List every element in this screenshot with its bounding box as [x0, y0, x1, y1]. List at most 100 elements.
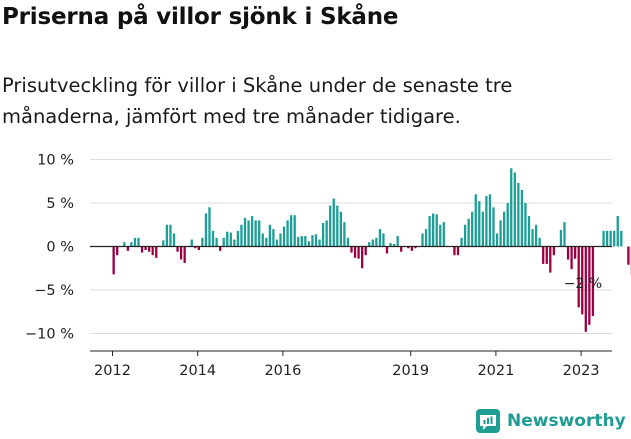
bar	[566, 246, 570, 260]
bar	[527, 216, 531, 247]
bar	[435, 214, 438, 247]
bar	[485, 196, 488, 247]
bar	[591, 246, 595, 317]
bar	[314, 234, 318, 247]
x-tick-label: 2023	[563, 363, 600, 379]
bar	[439, 224, 442, 247]
brand-logo[interactable]: Newsworthy	[476, 409, 626, 433]
bar	[520, 189, 524, 247]
bar	[613, 230, 616, 247]
bar	[488, 194, 492, 247]
x-tick-label: 2012	[94, 363, 131, 379]
bar	[321, 223, 325, 247]
page-title: Priserna på villor sjönk i Skåne	[2, 4, 399, 30]
bar	[336, 205, 339, 247]
bar	[261, 233, 264, 247]
newsworthy-logo-icon	[476, 409, 500, 433]
bar	[272, 229, 275, 247]
bar	[463, 224, 467, 247]
bar	[432, 213, 435, 247]
bar	[325, 220, 328, 247]
bar	[226, 231, 229, 247]
bar	[123, 242, 126, 247]
bar	[545, 246, 548, 264]
bar	[219, 246, 222, 251]
bars	[112, 168, 631, 332]
bar	[208, 207, 211, 247]
bar	[605, 230, 609, 247]
bar	[375, 237, 378, 247]
bar	[382, 233, 385, 247]
bar	[172, 233, 176, 247]
bar	[151, 246, 154, 256]
bar	[144, 246, 147, 250]
bar	[410, 246, 413, 251]
bar	[424, 229, 428, 247]
bar-chart: 10 % 5 % 0 % −5 % −10 % 2012 2014 2016 2019 2021…	[25, 153, 631, 379]
chart-subtitle: Prisutveckling för villor i Skåne under …	[2, 74, 513, 128]
bar	[542, 246, 545, 264]
bar	[183, 246, 186, 264]
bar	[389, 243, 392, 247]
bar	[343, 222, 346, 247]
bar	[215, 237, 218, 247]
bar	[510, 168, 513, 247]
x-axis: 2012201420162019202120232025	[90, 245, 612, 379]
bar	[361, 246, 364, 269]
bar	[453, 246, 456, 256]
bar	[474, 194, 477, 247]
bar	[627, 246, 630, 265]
bar	[236, 230, 240, 247]
bar	[293, 215, 296, 247]
bar	[211, 230, 215, 247]
bar	[460, 237, 463, 247]
brand-name: Newsworthy	[507, 411, 626, 431]
bar	[506, 203, 509, 247]
bar	[339, 211, 342, 247]
bar	[549, 246, 552, 273]
bar	[371, 239, 374, 247]
bar	[467, 218, 470, 247]
bar	[602, 230, 605, 247]
bar	[240, 224, 243, 247]
bar	[179, 246, 183, 260]
y-tick-label: −5 %	[34, 283, 74, 299]
bar	[162, 240, 165, 247]
bar	[233, 239, 236, 247]
bar	[584, 246, 587, 332]
x-tick-label: 2021	[477, 363, 514, 379]
bar	[588, 246, 591, 325]
bar	[563, 222, 566, 247]
bar	[400, 246, 403, 252]
bar	[421, 233, 424, 247]
bar	[353, 246, 357, 258]
bar	[155, 246, 158, 258]
bar	[392, 243, 396, 247]
bar	[279, 233, 282, 247]
bar	[531, 229, 534, 247]
bar	[222, 237, 225, 247]
bar	[503, 211, 506, 247]
bar	[243, 217, 247, 247]
bar	[201, 237, 204, 247]
y-tick-label: 0 %	[46, 240, 74, 256]
bar	[428, 216, 431, 247]
bar	[524, 203, 527, 247]
bar	[275, 239, 279, 247]
bar	[385, 246, 389, 254]
bar	[165, 224, 169, 247]
bar	[570, 246, 573, 270]
bar	[414, 246, 417, 249]
bar	[456, 246, 460, 256]
bar	[112, 246, 115, 275]
bar	[609, 230, 612, 247]
bar	[247, 220, 250, 247]
bar	[137, 237, 140, 247]
bar	[282, 226, 286, 247]
bar	[620, 230, 623, 247]
bar	[268, 224, 271, 247]
bar	[364, 246, 367, 256]
x-tick-label: 2014	[179, 363, 216, 379]
bar	[265, 237, 268, 247]
bar	[538, 237, 541, 247]
